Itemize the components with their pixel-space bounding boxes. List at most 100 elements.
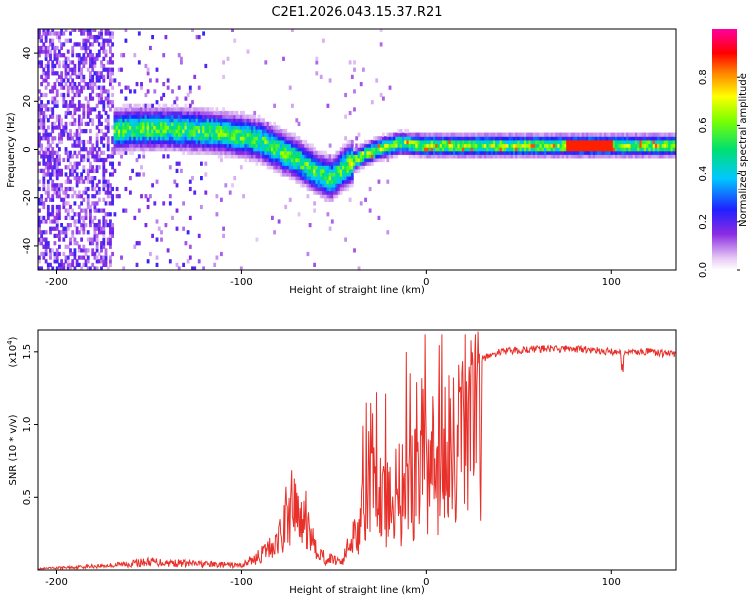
- heatmap-cell: [166, 129, 170, 134]
- heatmap-cell: [579, 147, 583, 152]
- heatmap-cell: [64, 150, 68, 155]
- heatmap-cell: [477, 143, 481, 148]
- heatmap-cell: [180, 110, 183, 116]
- heatmap-cell: [38, 121, 41, 127]
- heatmap-cell: [535, 143, 538, 148]
- heatmap-cell: [674, 143, 676, 148]
- heatmap-cell: [386, 139, 390, 145]
- heatmap-cell: [82, 219, 86, 224]
- heatmap-cell: [231, 110, 234, 116]
- heatmap-cell: [82, 114, 86, 119]
- heatmap-cell: [512, 154, 516, 159]
- heatmap-cell: [437, 143, 441, 148]
- heatmap-cell: [42, 129, 46, 134]
- top-y-tick-label: 40: [22, 47, 33, 60]
- heatmap-cell: [51, 186, 55, 192]
- heatmap-cell: [472, 139, 476, 145]
- heatmap-cell: [53, 165, 57, 170]
- heatmap-cell: [77, 136, 81, 141]
- heatmap-cell: [319, 161, 323, 166]
- heatmap-cell: [82, 29, 86, 33]
- heatmap-cell: [255, 125, 259, 130]
- heatmap-cell: [668, 139, 672, 145]
- heatmap-cell: [450, 154, 454, 159]
- heatmap-cell: [173, 132, 177, 137]
- heatmap-cell: [58, 190, 61, 195]
- heatmap-cell: [93, 157, 97, 163]
- heatmap-cell: [517, 132, 521, 137]
- heatmap-cell: [499, 150, 503, 155]
- heatmap-cell: [164, 110, 168, 116]
- heatmap-cell: [182, 147, 186, 152]
- heatmap-cell: [142, 121, 146, 127]
- heatmap-cell: [71, 215, 75, 221]
- heatmap-cell: [89, 35, 92, 40]
- heatmap-cell: [131, 110, 135, 116]
- heatmap-cell: [126, 85, 130, 90]
- heatmap-cell: [82, 56, 86, 61]
- heatmap-cell: [353, 165, 356, 170]
- heatmap-cell: [370, 150, 374, 155]
- heatmap-cell: [302, 139, 305, 145]
- heatmap-cell: [657, 139, 660, 145]
- heatmap-cell: [71, 60, 75, 65]
- heatmap-cell: [42, 78, 46, 83]
- heatmap-cell: [40, 266, 44, 270]
- heatmap-cell: [444, 139, 447, 145]
- heatmap-cell: [288, 85, 292, 90]
- heatmap-cell: [80, 139, 84, 145]
- heatmap-cell: [472, 136, 476, 141]
- heatmap-cell: [155, 143, 159, 148]
- heatmap-cell: [382, 147, 385, 152]
- heatmap-cell: [608, 139, 612, 145]
- heatmap-cell: [288, 172, 292, 177]
- heatmap-cell: [124, 125, 128, 130]
- heatmap-cell: [435, 132, 439, 137]
- heatmap-cell: [200, 204, 203, 210]
- heatmap-cell: [86, 85, 90, 90]
- heatmap-cell: [117, 114, 121, 119]
- heatmap-cell: [346, 179, 350, 184]
- heatmap-cell: [44, 147, 48, 152]
- heatmap-cell: [264, 150, 268, 155]
- heatmap-cell: [49, 251, 52, 257]
- heatmap-cell: [266, 147, 270, 152]
- heatmap-cell: [552, 139, 556, 145]
- heatmap-cell: [86, 259, 90, 264]
- heatmap-cell: [40, 241, 44, 246]
- heatmap-cell: [566, 136, 570, 141]
- heatmap-cell: [106, 237, 110, 242]
- heatmap-cell: [160, 147, 163, 152]
- heatmap-cell: [151, 136, 155, 141]
- heatmap-cell: [470, 147, 474, 152]
- heatmap-cell: [91, 241, 95, 246]
- heatmap-cell: [95, 223, 99, 228]
- heatmap-cell: [202, 125, 206, 130]
- heatmap-cell: [131, 136, 135, 141]
- heatmap-cell: [506, 139, 510, 145]
- heatmap-cell: [157, 121, 161, 127]
- heatmap-cell: [475, 154, 479, 159]
- heatmap-cell: [75, 241, 79, 246]
- heatmap-cell: [95, 78, 99, 83]
- heatmap-cell: [379, 136, 383, 141]
- heatmap-cell: [62, 190, 66, 195]
- heatmap-cell: [215, 110, 219, 116]
- heatmap-cell: [315, 150, 319, 155]
- heatmap-cell: [204, 129, 208, 134]
- heatmap-cell: [224, 121, 228, 127]
- heatmap-cell: [410, 150, 414, 155]
- heatmap-cell: [166, 154, 170, 159]
- heatmap-cell: [237, 132, 241, 137]
- heatmap-cell: [69, 186, 72, 192]
- heatmap-cell: [40, 103, 44, 108]
- heatmap-cell: [58, 136, 61, 141]
- heatmap-cell: [175, 129, 179, 134]
- heatmap-cell: [457, 143, 461, 148]
- heatmap-cell: [235, 121, 239, 127]
- heatmap-cell: [166, 110, 170, 116]
- heatmap-cell: [151, 107, 155, 112]
- heatmap-cell: [193, 150, 197, 155]
- heatmap-cell: [315, 183, 319, 188]
